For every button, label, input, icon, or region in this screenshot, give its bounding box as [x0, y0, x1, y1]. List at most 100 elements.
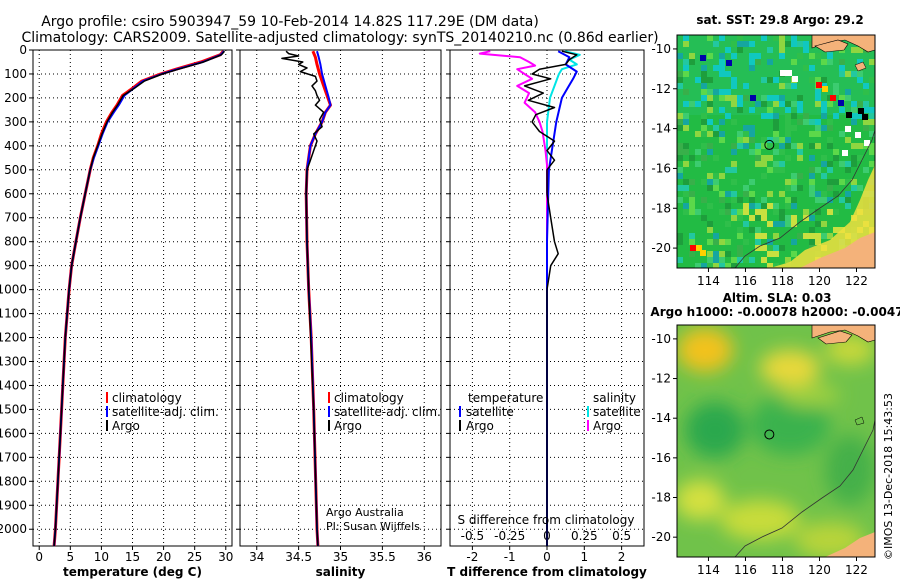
- sst-cell: [797, 185, 803, 191]
- y-tick-label: 800: [4, 235, 27, 249]
- sst-cell: [827, 167, 833, 173]
- sst-cell: [779, 53, 785, 59]
- sst-cell: [842, 150, 848, 156]
- sst-cell: [761, 35, 767, 41]
- sst-cell: [719, 239, 725, 245]
- sst-cell: [839, 131, 845, 137]
- sst-cell: [809, 65, 815, 71]
- sst-cell: [713, 257, 719, 263]
- legend-title-temperature: temperature: [468, 391, 543, 405]
- sla-map-subtitle: Argo h1000: -0.00078 h2000: -0.0047: [650, 305, 900, 319]
- sst-cell: [839, 197, 845, 203]
- sst-cell: [857, 185, 863, 191]
- sst-cell: [755, 161, 761, 167]
- sst-cell: [731, 197, 737, 203]
- sst-cell: [767, 47, 773, 53]
- sst-cell: [791, 143, 797, 149]
- sst-cell: [713, 251, 719, 257]
- sst-cell: [869, 119, 875, 125]
- sst-cell: [719, 137, 725, 143]
- sst-cell: [791, 35, 797, 41]
- sst-cell: [677, 155, 683, 161]
- legend-label-satellite: satellite-adj. clim.: [112, 405, 219, 419]
- sst-cell: [719, 35, 725, 41]
- sst-cell: [857, 71, 863, 77]
- sst-cell: [851, 179, 857, 185]
- sst-cell: [773, 149, 779, 155]
- sst-map-title: sat. SST: 29.8 Argo: 29.2: [696, 13, 863, 27]
- sst-cell: [785, 113, 791, 119]
- sst-cell: [767, 155, 773, 161]
- sst-cell: [677, 53, 683, 59]
- sst-cell: [779, 149, 785, 155]
- sst-cell: [683, 185, 689, 191]
- sst-cell: [677, 149, 683, 155]
- map-x-tick-label: 118: [771, 563, 794, 577]
- sst-cell: [737, 107, 743, 113]
- sst-cell: [815, 197, 821, 203]
- sst-cell: [677, 125, 683, 131]
- sst-cell: [815, 209, 821, 215]
- sst-cell: [773, 167, 779, 173]
- sst-cell: [779, 167, 785, 173]
- sst-cell: [683, 71, 689, 77]
- sst-cell: [845, 203, 851, 209]
- sst-cell: [821, 161, 827, 167]
- sst-cell: [707, 77, 713, 83]
- sst-cell: [827, 185, 833, 191]
- legend-label-s-satellite: satellite: [593, 405, 641, 419]
- sst-cell: [719, 53, 725, 59]
- sst-cell: [833, 227, 839, 233]
- sst-cell: [719, 209, 725, 215]
- map-y-tick-label: -14: [651, 411, 671, 425]
- sst-cell: [689, 233, 695, 239]
- sst-cell: [725, 47, 731, 53]
- sst-cell: [863, 101, 869, 107]
- s-diff-tick-label: 0.5: [612, 529, 631, 543]
- sst-cell: [773, 233, 779, 239]
- sst-cell: [761, 95, 767, 101]
- sst-cell: [773, 203, 779, 209]
- sst-cell: [695, 77, 701, 83]
- map-y-tick-label: -14: [651, 122, 671, 136]
- sst-cell: [857, 47, 863, 53]
- sst-cell: [773, 131, 779, 137]
- figure-title-line1: Argo profile: csiro 5903947_59 10-Feb-20…: [41, 14, 539, 30]
- sst-cell: [719, 59, 725, 65]
- sst-cell: [725, 89, 731, 95]
- sst-cell: [737, 197, 743, 203]
- sst-cell: [839, 107, 845, 113]
- sst-cell: [857, 101, 863, 107]
- sst-cell: [773, 95, 779, 101]
- sst-cell: [683, 89, 689, 95]
- sst-cell: [845, 95, 851, 101]
- sst-cell: [683, 161, 689, 167]
- sst-cell: [725, 251, 731, 257]
- sst-cell: [755, 215, 761, 221]
- sst-cell: [725, 191, 731, 197]
- map-x-tick-label: 122: [845, 563, 868, 577]
- sst-cell: [815, 125, 821, 131]
- sst-cell: [767, 203, 773, 209]
- sst-cell: [737, 233, 743, 239]
- sst-cell: [851, 101, 857, 107]
- sst-cell: [713, 179, 719, 185]
- sst-cell: [767, 191, 773, 197]
- sst-cell: [830, 95, 836, 101]
- sst-cell: [833, 155, 839, 161]
- sst-cell: [719, 251, 725, 257]
- sst-cell: [683, 209, 689, 215]
- sst-cell: [743, 137, 749, 143]
- sst-cell: [713, 263, 719, 268]
- sst-cell: [797, 53, 803, 59]
- sst-cell: [677, 83, 683, 89]
- sst-cell: [743, 203, 749, 209]
- sst-cell: [707, 149, 713, 155]
- sst-cell: [779, 41, 785, 47]
- sst-cell: [791, 101, 797, 107]
- sst-cell: [749, 107, 755, 113]
- sst-cell: [864, 140, 870, 146]
- sst-cell: [809, 227, 815, 233]
- sst-cell: [809, 77, 815, 83]
- sst-cell: [701, 143, 707, 149]
